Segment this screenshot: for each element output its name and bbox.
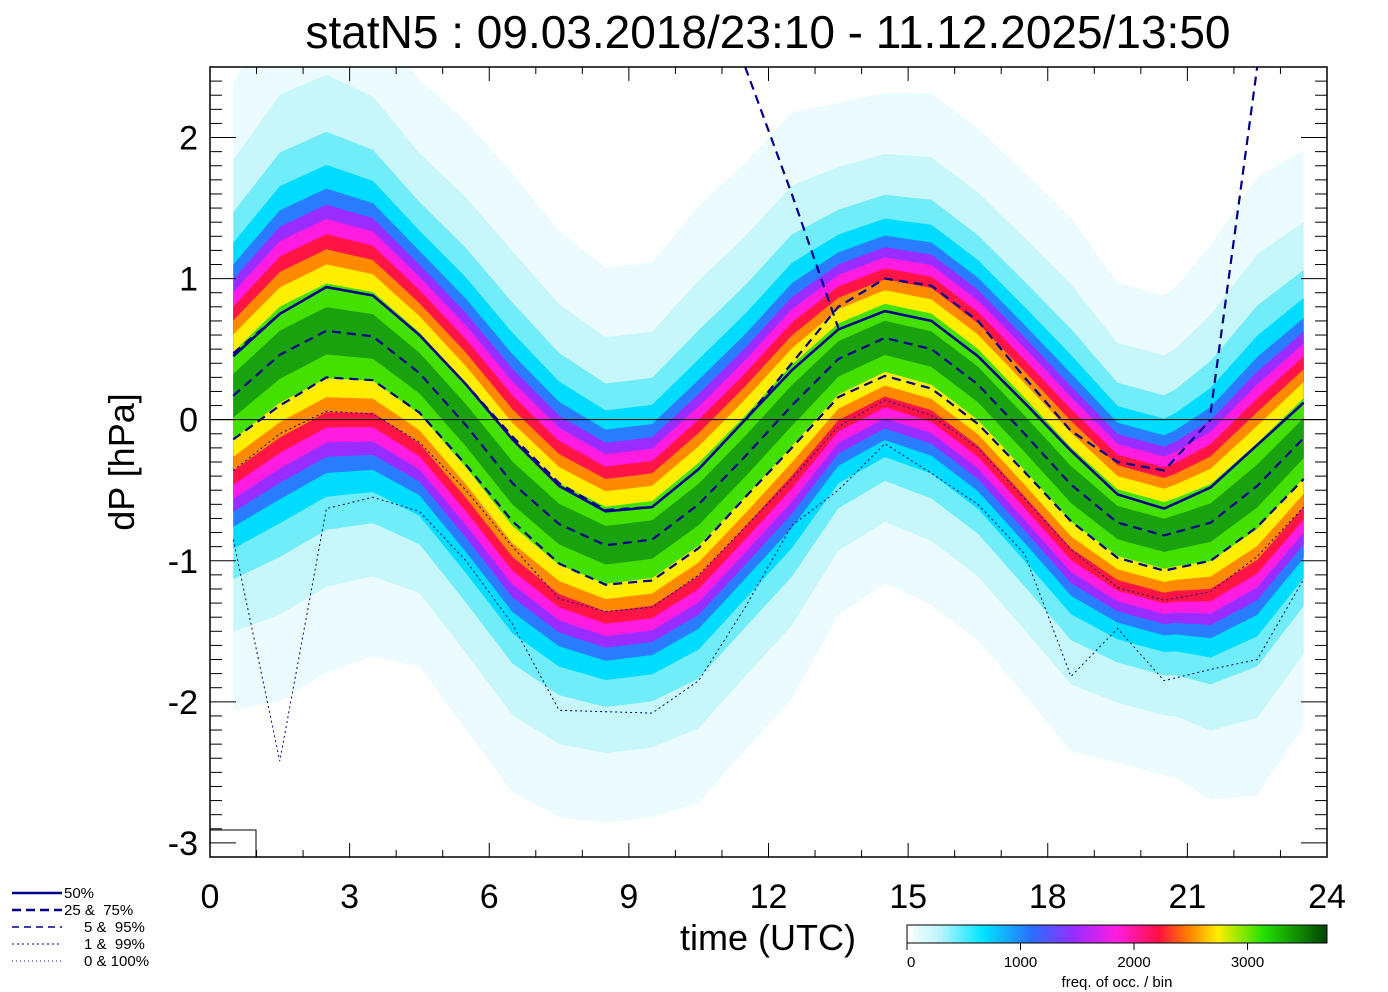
y-tick-label-1: -2	[168, 684, 198, 722]
colorbar-tick-label-3: 3000	[1231, 954, 1264, 971]
x-tick-label-0: 0	[201, 878, 220, 916]
chart-title: statN5 : 09.03.2018/23:10 - 11.12.2025/1…	[306, 6, 1231, 58]
legend-label-0-100: 0 & 100%	[84, 953, 149, 970]
percentile-lines	[232, 67, 1305, 762]
colorbar-tick-label-1: 1000	[1004, 954, 1037, 971]
y-tick-label-0: -3	[168, 825, 198, 863]
x-tick-label-2: 6	[480, 878, 499, 916]
y-tick-label-2: -1	[168, 543, 198, 581]
y-tick-labels: -3 -2 -1 0 1 2	[168, 120, 198, 863]
x-tick-label-8: 24	[1308, 878, 1346, 916]
legend-label-5-95: 5 & 95%	[84, 919, 145, 936]
y-tick-label-4: 1	[179, 261, 198, 299]
legend-label-25-75: 25 & 75%	[64, 902, 133, 919]
legend-label-50: 50%	[64, 885, 94, 902]
x-tick-label-1: 3	[340, 878, 359, 916]
colorbar-tick-label-0: 0	[907, 954, 915, 971]
heatmap-layer	[233, 67, 1304, 823]
heat-band-11	[233, 307, 1304, 565]
series-line-2	[232, 277, 1212, 512]
colorbar: 0 1000 2000 3000 freq. of occ. / bin	[906, 924, 1328, 991]
x-tick-label-7: 21	[1168, 878, 1206, 916]
y-axis-label: dP [hPa]	[101, 393, 142, 530]
colorbar-label: freq. of occ. / bin	[1062, 974, 1173, 991]
series-line-6	[232, 443, 1305, 762]
x-tick-label-6: 18	[1029, 878, 1067, 916]
y-tick-label-3: 0	[179, 402, 198, 440]
colorbar-tick-label-2: 2000	[1117, 954, 1150, 971]
series-line-1	[232, 329, 1305, 547]
x-tick-label-3: 9	[619, 878, 638, 916]
series-line-4	[744, 67, 1259, 413]
y-tick-label-5: 2	[179, 120, 198, 158]
x-axis-label: time (UTC)	[680, 917, 856, 958]
small-corner-box	[209, 829, 257, 858]
series-line-3	[232, 374, 1305, 586]
colorbar-bar	[906, 924, 1328, 944]
legend: 50% 25 & 75% 5 & 95% 1 & 99% 0 & 100%	[12, 885, 149, 970]
legend-label-1-99: 1 & 99%	[84, 936, 145, 953]
x-tick-label-4: 12	[750, 878, 788, 916]
x-tick-labels: 0 3 6 9 12 15 18 21 24	[201, 878, 1346, 916]
axis-ticks	[209, 66, 1328, 858]
x-tick-label-5: 15	[889, 878, 927, 916]
colorbar-ticks: 0 1000 2000 3000	[906, 943, 1264, 971]
